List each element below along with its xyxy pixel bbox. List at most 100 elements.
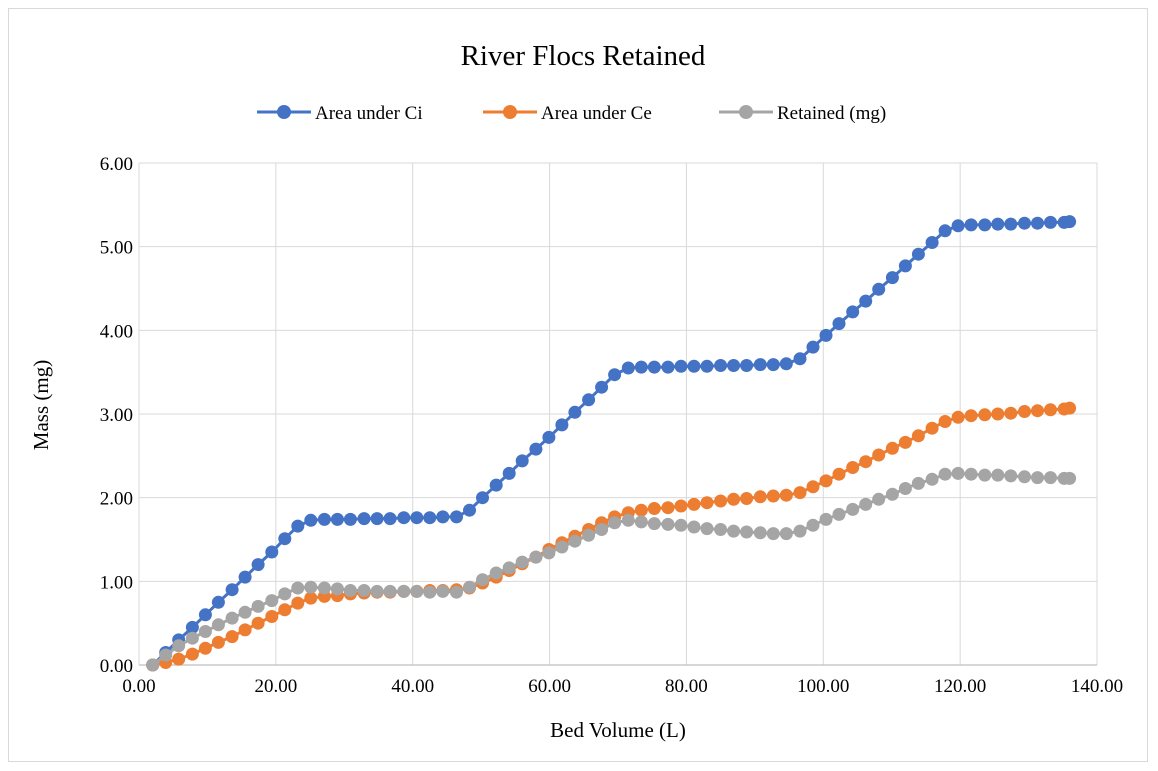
series-line [151, 471, 1070, 667]
data-point [265, 594, 279, 608]
data-point [991, 217, 1005, 231]
data-point [370, 512, 384, 526]
series-retained-mg [146, 466, 1077, 672]
data-point [555, 418, 569, 432]
data-point [410, 511, 424, 525]
legend-item: Retained (mg) [719, 103, 886, 124]
data-point [251, 616, 265, 630]
data-point [779, 488, 793, 502]
legend-item: Area under Ce [483, 103, 652, 124]
series-layer [146, 215, 1077, 672]
data-point [700, 496, 714, 510]
data-point [502, 561, 516, 575]
data-point [436, 510, 450, 524]
data-point [766, 527, 780, 541]
data-point [225, 630, 239, 644]
data-point [317, 512, 331, 526]
y-tick-label: 6.00 [100, 154, 133, 175]
data-point [964, 467, 978, 481]
data-point [925, 472, 939, 486]
data-point [463, 503, 476, 517]
data-point [740, 492, 754, 505]
data-point [397, 584, 411, 598]
data-point [1063, 215, 1077, 229]
data-point [1044, 215, 1057, 229]
data-point [674, 359, 688, 373]
data-point [964, 218, 978, 232]
data-point [793, 524, 807, 538]
data-point [211, 618, 225, 632]
data-point [529, 550, 543, 564]
data-point [357, 584, 371, 597]
data-point [330, 512, 344, 526]
data-point [502, 466, 516, 480]
gridlines [139, 162, 1098, 665]
data-point [621, 361, 635, 375]
data-point [542, 430, 556, 444]
data-point [515, 454, 529, 468]
data-point [450, 585, 463, 599]
data-point [172, 652, 186, 666]
data-point [938, 224, 952, 238]
data-point [846, 461, 860, 474]
y-tick-label: 3.00 [100, 405, 133, 426]
y-tick-label: 1.00 [100, 572, 133, 593]
data-point [198, 625, 212, 638]
data-point [211, 635, 225, 649]
data-point [740, 359, 754, 372]
data-point [978, 218, 992, 232]
data-point [661, 360, 675, 374]
legend-marker [503, 105, 517, 119]
data-point [238, 570, 252, 584]
axes [138, 163, 1097, 666]
x-tick-label: 100.00 [797, 676, 849, 697]
data-point [832, 467, 846, 481]
x-tick-label: 20.00 [254, 676, 297, 697]
data-point [225, 583, 239, 597]
data-point [951, 410, 965, 424]
x-axis-label: Bed Volume (L) [550, 718, 686, 742]
data-point [661, 501, 675, 515]
data-point [898, 259, 912, 273]
data-point [476, 573, 489, 587]
data-point [766, 489, 780, 503]
data-point [529, 442, 543, 456]
data-point [251, 599, 265, 613]
data-point [727, 492, 741, 506]
data-point [647, 517, 661, 531]
data-point [1044, 403, 1057, 417]
y-tick-label: 0.00 [100, 656, 133, 677]
data-point [700, 522, 714, 536]
legend-marker [739, 105, 753, 119]
data-point [925, 421, 939, 435]
data-point [343, 512, 357, 526]
data-point [1044, 471, 1057, 485]
data-point [423, 511, 437, 525]
data-point [898, 435, 912, 449]
data-point [595, 523, 609, 536]
x-tick-label: 0.00 [122, 676, 155, 697]
series-line [151, 220, 1070, 667]
data-point [832, 507, 846, 521]
data-point [885, 441, 899, 455]
data-point [687, 520, 701, 534]
data-point [621, 513, 635, 527]
data-point [608, 516, 622, 530]
data-point [476, 491, 489, 505]
data-point [608, 368, 622, 382]
data-point [383, 512, 397, 526]
data-point [489, 566, 503, 580]
data-point [582, 393, 596, 407]
x-tick-label: 80.00 [665, 676, 708, 697]
data-point [885, 271, 899, 285]
data-point [357, 512, 371, 526]
data-point [397, 511, 411, 525]
data-point [951, 466, 965, 480]
legend-label: Area under Ce [541, 103, 652, 124]
data-point [278, 603, 292, 617]
data-point [436, 584, 450, 598]
data-point [542, 546, 556, 560]
y-axis-ticks: 0.00 1.00 2.00 3.00 4.00 5.00 6.00 [100, 154, 133, 677]
data-point [1031, 404, 1044, 418]
data-point [832, 317, 846, 331]
